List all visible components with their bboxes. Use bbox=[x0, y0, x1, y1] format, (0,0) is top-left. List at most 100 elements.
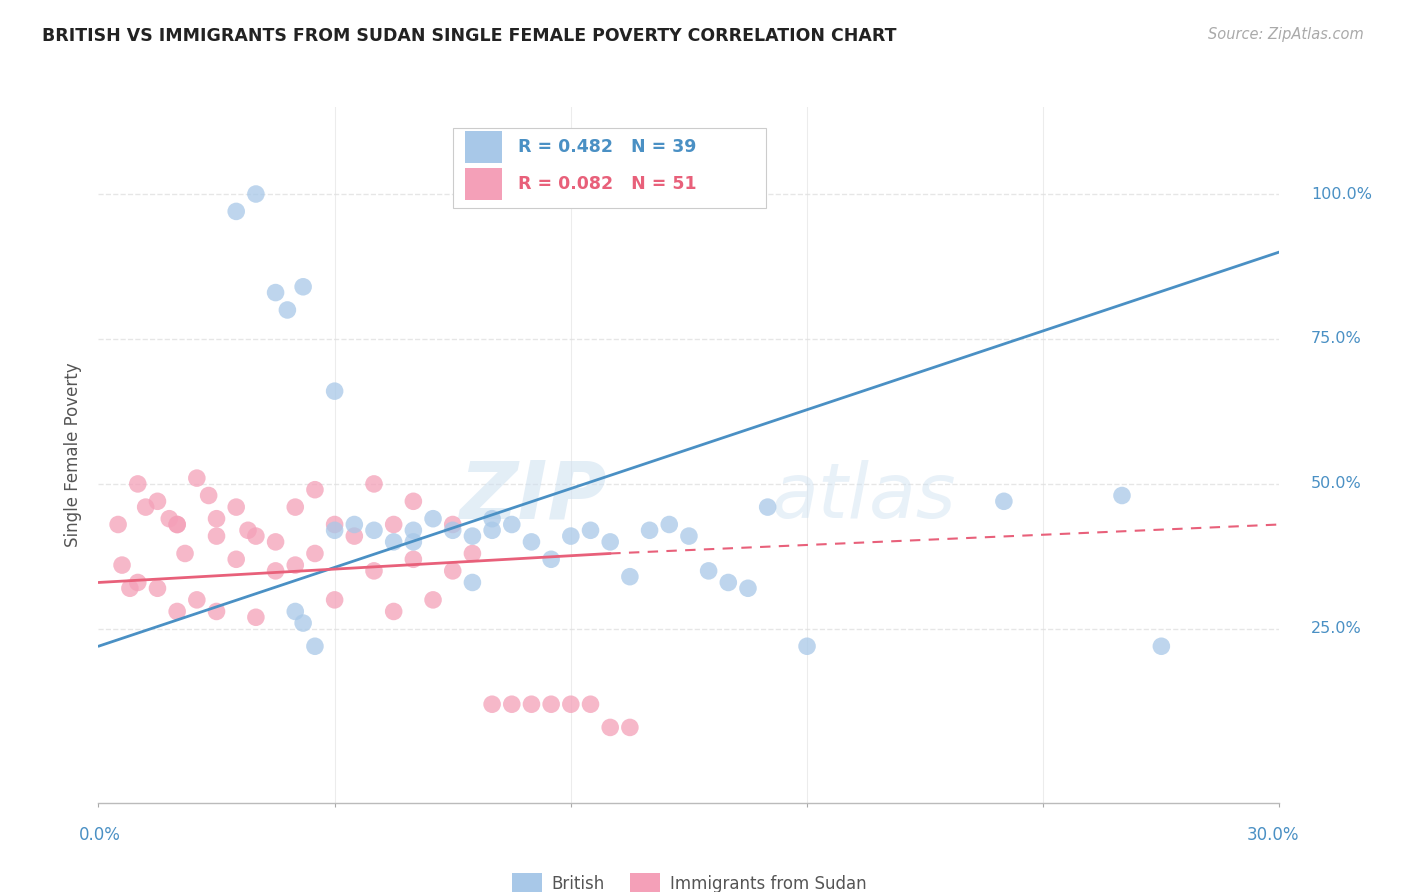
Point bbox=[402, 552, 425, 566]
Text: R = 0.482   N = 39: R = 0.482 N = 39 bbox=[517, 137, 696, 156]
Legend: British, Immigrants from Sudan: British, Immigrants from Sudan bbox=[505, 867, 873, 892]
Point bbox=[461, 529, 484, 543]
Point bbox=[481, 511, 503, 525]
Point bbox=[619, 570, 641, 584]
Text: atlas: atlas bbox=[772, 459, 956, 533]
Point bbox=[284, 500, 307, 514]
Point bbox=[292, 280, 315, 294]
Point bbox=[402, 494, 425, 508]
Point bbox=[441, 564, 464, 578]
FancyBboxPatch shape bbox=[464, 131, 502, 162]
Point bbox=[284, 605, 307, 619]
Point bbox=[520, 698, 543, 712]
Point bbox=[796, 639, 818, 653]
Text: 30.0%: 30.0% bbox=[1247, 826, 1299, 844]
Point bbox=[323, 517, 346, 532]
Point bbox=[540, 698, 562, 712]
Point bbox=[343, 529, 366, 543]
Point bbox=[292, 615, 315, 630]
Point bbox=[323, 384, 346, 398]
Point bbox=[304, 483, 326, 497]
Point bbox=[205, 605, 228, 619]
Point bbox=[599, 721, 621, 735]
Point bbox=[422, 511, 444, 525]
Point bbox=[737, 582, 759, 596]
Point bbox=[402, 534, 425, 549]
Point bbox=[461, 575, 484, 590]
Point bbox=[264, 534, 287, 549]
Y-axis label: Single Female Poverty: Single Female Poverty bbox=[65, 363, 83, 547]
Point bbox=[363, 564, 385, 578]
Point bbox=[658, 517, 681, 532]
Point bbox=[107, 517, 129, 532]
Point bbox=[638, 523, 661, 537]
Point bbox=[402, 523, 425, 537]
Point bbox=[135, 500, 157, 514]
Point bbox=[560, 698, 582, 712]
Text: 0.0%: 0.0% bbox=[79, 826, 121, 844]
Point bbox=[197, 489, 219, 503]
Point bbox=[599, 534, 621, 549]
Point bbox=[382, 517, 405, 532]
Point bbox=[166, 517, 188, 532]
Point bbox=[157, 511, 180, 525]
Text: BRITISH VS IMMIGRANTS FROM SUDAN SINGLE FEMALE POVERTY CORRELATION CHART: BRITISH VS IMMIGRANTS FROM SUDAN SINGLE … bbox=[42, 27, 897, 45]
Text: 50.0%: 50.0% bbox=[1310, 476, 1361, 491]
Point bbox=[146, 582, 169, 596]
Point bbox=[146, 494, 169, 508]
Point bbox=[276, 303, 298, 318]
Text: 25.0%: 25.0% bbox=[1310, 622, 1361, 636]
Point bbox=[166, 517, 188, 532]
Point bbox=[579, 698, 602, 712]
Point bbox=[481, 698, 503, 712]
FancyBboxPatch shape bbox=[453, 128, 766, 208]
Point bbox=[186, 471, 208, 485]
Point bbox=[363, 523, 385, 537]
Point bbox=[236, 523, 259, 537]
Point bbox=[363, 476, 385, 491]
Text: 75.0%: 75.0% bbox=[1310, 332, 1361, 346]
Point bbox=[501, 517, 523, 532]
Point bbox=[619, 721, 641, 735]
Text: 100.0%: 100.0% bbox=[1310, 186, 1372, 202]
Point bbox=[717, 575, 740, 590]
Point bbox=[697, 564, 720, 578]
Point bbox=[579, 523, 602, 537]
Point bbox=[461, 546, 484, 561]
Point bbox=[540, 552, 562, 566]
Point bbox=[382, 534, 405, 549]
Point bbox=[166, 605, 188, 619]
Point bbox=[225, 500, 247, 514]
Point bbox=[127, 476, 149, 491]
Point bbox=[225, 552, 247, 566]
Point bbox=[560, 529, 582, 543]
Point bbox=[186, 592, 208, 607]
Point bbox=[678, 529, 700, 543]
Point bbox=[756, 500, 779, 514]
Text: Source: ZipAtlas.com: Source: ZipAtlas.com bbox=[1208, 27, 1364, 42]
Point bbox=[111, 558, 134, 573]
Point bbox=[323, 592, 346, 607]
Text: R = 0.082   N = 51: R = 0.082 N = 51 bbox=[517, 175, 696, 194]
Point bbox=[245, 529, 267, 543]
Point bbox=[304, 639, 326, 653]
Point bbox=[284, 558, 307, 573]
Point bbox=[174, 546, 197, 561]
Point bbox=[205, 511, 228, 525]
Point bbox=[264, 564, 287, 578]
Point bbox=[1150, 639, 1173, 653]
Point bbox=[304, 546, 326, 561]
Point bbox=[501, 698, 523, 712]
Point bbox=[1111, 489, 1133, 503]
Point bbox=[993, 494, 1015, 508]
Point bbox=[225, 204, 247, 219]
Point bbox=[323, 523, 346, 537]
Point bbox=[343, 517, 366, 532]
Point bbox=[441, 523, 464, 537]
Point bbox=[382, 605, 405, 619]
Point bbox=[264, 285, 287, 300]
Point bbox=[441, 517, 464, 532]
Text: ZIP: ZIP bbox=[458, 458, 606, 536]
Point bbox=[481, 523, 503, 537]
FancyBboxPatch shape bbox=[464, 169, 502, 200]
